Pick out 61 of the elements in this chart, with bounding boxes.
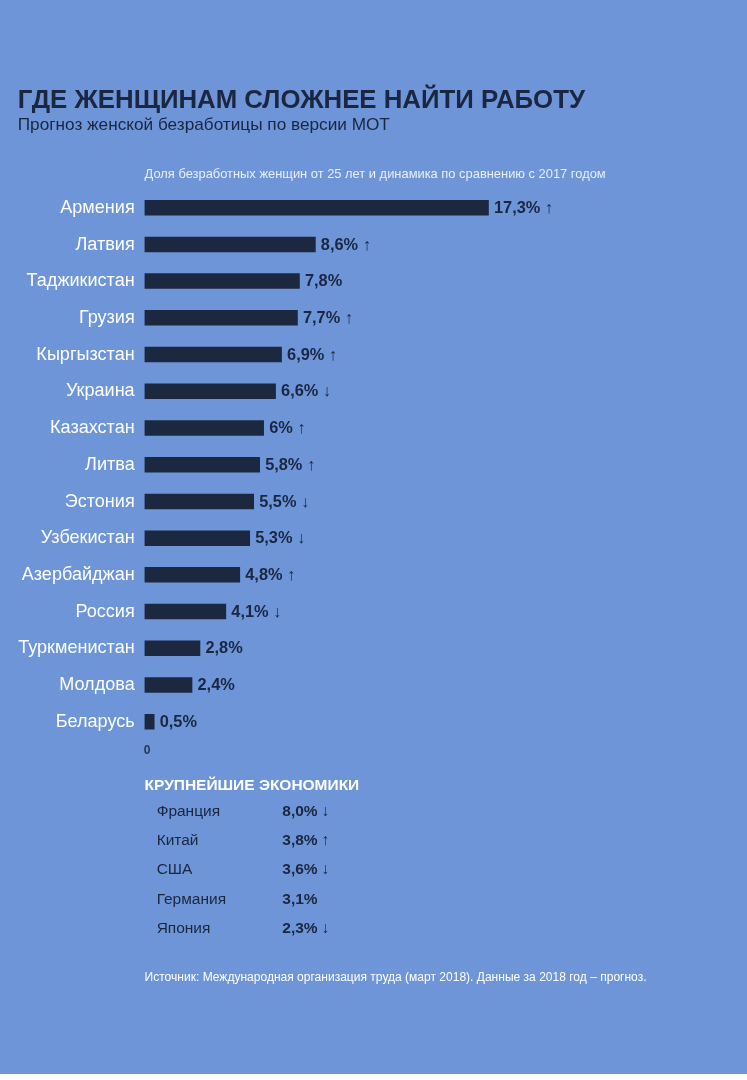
- bar: [144, 456, 260, 473]
- y-tick-label: Беларусь: [55, 710, 135, 731]
- data-label: 17,3% ↑: [493, 197, 554, 216]
- y-tick-label: Туркменистан: [18, 637, 135, 658]
- data-label: 3,6% ↓: [282, 860, 330, 878]
- y-tick-label: Армения: [60, 196, 135, 217]
- bar: [144, 603, 227, 620]
- y-tick-label: Россия: [75, 600, 135, 621]
- category-label: Франция: [156, 801, 221, 819]
- bar: [144, 640, 201, 657]
- y-tick-label: Украина: [65, 380, 136, 401]
- category-label: Китай: [156, 831, 199, 849]
- data-label: 5,3% ↓: [255, 528, 306, 547]
- y-tick-label: Молдова: [59, 674, 136, 695]
- y-tick-label: Узбекистан: [40, 527, 135, 548]
- data-label: 2,4%: [197, 675, 236, 694]
- y-tick-label: Казахстан: [50, 417, 135, 438]
- data-label: 3,8% ↑: [282, 831, 330, 849]
- chart-subtitle: Прогноз женской безработицы по версии МОТ: [17, 113, 391, 134]
- bar: [144, 677, 193, 693]
- data-label: 7,8%: [304, 271, 343, 290]
- bar: [144, 530, 251, 546]
- y-tick-label: Латвия: [75, 233, 135, 254]
- y-tick-label: Грузия: [78, 307, 135, 327]
- data-label: 6,6% ↓: [281, 381, 332, 400]
- bar: [144, 493, 255, 510]
- data-label: 3,1%: [282, 889, 318, 907]
- x-axis-title: Доля безработных женщин от 25 лет и динамика по сравнению с 2017 годом: [144, 166, 606, 182]
- category-label: Япония: [156, 918, 211, 936]
- data-label: 4,8% ↑: [245, 565, 296, 584]
- data-label: 5,5% ↓: [259, 491, 310, 510]
- bar: [144, 383, 276, 400]
- data-label: 0,5%: [159, 711, 198, 730]
- y-tick-label: Литва: [85, 453, 136, 474]
- bar: [144, 567, 241, 583]
- data-label: 4,1% ↓: [231, 601, 282, 620]
- data-label: 6% ↑: [269, 418, 306, 437]
- bar: [144, 346, 282, 363]
- text: КРУПНЕЙШИЕ ЭКОНОМИКИ: [144, 776, 360, 794]
- data-label: 7,7% ↑: [302, 308, 353, 326]
- y-tick-label: Эстония: [64, 490, 135, 511]
- data-label: 2,3% ↓: [282, 918, 330, 936]
- bar: [144, 310, 298, 326]
- bar: [144, 714, 155, 730]
- text: Источник: Международная организация труда (март 2018). Данные за 2018 год – прогноз.: [144, 970, 647, 985]
- category-label: США: [156, 860, 193, 878]
- bar: [144, 420, 264, 436]
- bar: [144, 273, 300, 289]
- y-tick-label: Кыргызстан: [36, 343, 135, 364]
- bar: [144, 236, 316, 253]
- data-label: 8,0% ↓: [282, 801, 330, 819]
- chart-title: ГДЕ ЖЕНЩИНАМ СЛОЖНЕЕ НАЙТИ РАБОТУ: [17, 84, 586, 114]
- data-label: 2,8%: [205, 638, 244, 657]
- y-tick-label: Азербайджан: [21, 564, 135, 585]
- bar: [144, 199, 489, 216]
- data-label: 5,8% ↑: [265, 454, 316, 473]
- data-label: 8,6% ↑: [320, 234, 371, 253]
- data-label: 6,9% ↑: [287, 344, 338, 363]
- y-tick-label: Таджикистан: [26, 270, 135, 291]
- text: 0: [143, 742, 151, 757]
- category-label: Германия: [156, 889, 227, 907]
